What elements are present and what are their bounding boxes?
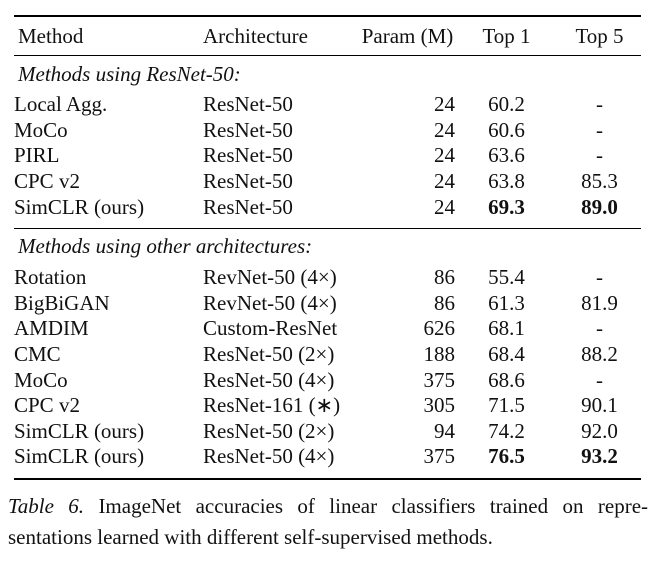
architecture-cell: ResNet-50 (4×): [203, 444, 335, 469]
method-cell: SimCLR (ours): [14, 444, 145, 469]
top5-cell: 85.3: [581, 169, 618, 194]
method-cell: PIRL: [14, 143, 60, 168]
method-cell: CMC: [14, 342, 61, 367]
caption-line-2: sentations learned with different self-s…: [8, 522, 648, 553]
param-cell: 24: [434, 92, 455, 117]
table-row: CPC v2 ResNet-50 24 63.8 85.3: [14, 169, 641, 195]
column-header-architecture: Architecture: [203, 23, 308, 48]
caption-label: Table 6.: [8, 494, 85, 518]
results-table: Method Architecture Param (M) Top 1 Top …: [14, 15, 641, 480]
top5-cell: 90.1: [581, 393, 618, 418]
table-row: Rotation RevNet-50 (4×) 86 55.4 -: [14, 265, 641, 291]
architecture-cell: RevNet-50 (4×): [203, 290, 337, 315]
architecture-cell: ResNet-50 (2×): [203, 342, 335, 367]
table-row: MoCo ResNet-50 (4×) 375 68.6 -: [14, 367, 641, 393]
top5-cell: -: [596, 367, 603, 392]
method-cell: Rotation: [14, 265, 87, 290]
top5-cell: -: [596, 92, 603, 117]
table-row: SimCLR (ours) ResNet-50 (2×) 94 74.2 92.0: [14, 419, 641, 445]
column-header-top1: Top 1: [482, 23, 531, 48]
architecture-cell: ResNet-50: [203, 117, 293, 142]
method-cell: CPC v2: [14, 393, 80, 418]
architecture-cell: ResNet-50: [203, 169, 293, 194]
top1-cell: 60.2: [488, 92, 525, 117]
param-cell: 94: [434, 418, 455, 443]
top1-cell: 76.5: [488, 444, 525, 469]
column-header-method: Method: [18, 23, 84, 48]
column-header-param: Param (M): [361, 23, 454, 48]
section-header-row: Methods using other architectures:: [14, 228, 641, 265]
table-header: Method Architecture Param (M) Top 1 Top …: [14, 16, 641, 56]
top1-cell: 63.8: [488, 169, 525, 194]
method-cell: Local Agg.: [14, 92, 108, 117]
top1-cell: 68.1: [488, 316, 525, 341]
top5-cell: -: [596, 265, 603, 290]
top5-cell: 81.9: [581, 290, 618, 315]
top1-cell: 55.4: [488, 265, 525, 290]
top5-cell: 93.2: [581, 444, 618, 469]
method-cell: CPC v2: [14, 169, 80, 194]
header-row: Method Architecture Param (M) Top 1 Top …: [14, 16, 641, 56]
param-cell: 24: [434, 194, 455, 219]
method-cell: SimCLR (ours): [14, 418, 145, 443]
top5-cell: 88.2: [581, 342, 618, 367]
top1-cell: 63.6: [488, 143, 525, 168]
top5-cell: -: [596, 117, 603, 142]
method-cell: BigBiGAN: [14, 290, 110, 315]
param-cell: 626: [423, 316, 456, 341]
param-cell: 375: [423, 367, 456, 392]
architecture-cell: ResNet-50: [203, 92, 293, 117]
param-cell: 24: [434, 117, 455, 142]
method-cell: AMDIM: [14, 316, 89, 341]
table-row: AMDIM Custom-ResNet 626 68.1 -: [14, 316, 641, 342]
table-body: Methods using ResNet-50: Local Agg. ResNet…: [14, 56, 641, 479]
top5-cell: -: [596, 143, 603, 168]
column-header-top5: Top 5: [575, 23, 624, 48]
param-cell: 86: [434, 265, 455, 290]
table-row: SimCLR (ours) ResNet-50 (4×) 375 76.5 93.2: [14, 444, 641, 479]
param-cell: 86: [434, 290, 455, 315]
top1-cell: 61.3: [488, 290, 525, 315]
top1-cell: 68.4: [488, 342, 525, 367]
table-row: CMC ResNet-50 (2×) 188 68.4 88.2: [14, 342, 641, 368]
table-row: BigBiGAN RevNet-50 (4×) 86 61.3 81.9: [14, 291, 641, 317]
architecture-cell: ResNet-161 (∗): [203, 393, 341, 418]
param-cell: 188: [423, 342, 456, 367]
table-row: SimCLR (ours) ResNet-50 24 69.3 89.0: [14, 194, 641, 228]
section-label: Methods using ResNet-50:: [18, 61, 241, 86]
table-row: MoCo ResNet-50 24 60.6 -: [14, 118, 641, 144]
param-cell: 375: [423, 444, 456, 469]
table-row: PIRL ResNet-50 24 63.6 -: [14, 143, 641, 169]
method-cell: MoCo: [14, 367, 68, 392]
param-cell: 305: [423, 393, 456, 418]
architecture-cell: ResNet-50 (4×): [203, 367, 335, 392]
param-cell: 24: [434, 169, 455, 194]
method-cell: MoCo: [14, 117, 68, 142]
top1-cell: 68.6: [488, 367, 525, 392]
results-table-wrap: Method Architecture Param (M) Top 1 Top …: [14, 15, 641, 480]
architecture-cell: ResNet-50: [203, 143, 293, 168]
caption-line-1: Table 6. ImageNet accuracies of linear c…: [8, 491, 648, 522]
top5-cell: 89.0: [581, 194, 618, 219]
architecture-cell: ResNet-50 (2×): [203, 418, 335, 443]
architecture-cell: Custom-ResNet: [203, 316, 338, 341]
caption-text-1: ImageNet accuracies of linear classifier…: [98, 494, 649, 518]
architecture-cell: ResNet-50: [203, 194, 293, 219]
table-caption: Table 6. ImageNet accuracies of linear c…: [8, 491, 648, 553]
top1-cell: 74.2: [488, 418, 525, 443]
caption-text-2: sentations learned with different self-s…: [8, 525, 493, 549]
section-label: Methods using other architectures:: [18, 234, 313, 259]
param-cell: 24: [434, 143, 455, 168]
top5-cell: -: [596, 316, 603, 341]
top1-cell: 69.3: [488, 194, 525, 219]
top5-cell: 92.0: [581, 418, 618, 443]
top1-cell: 60.6: [488, 117, 525, 142]
architecture-cell: RevNet-50 (4×): [203, 265, 337, 290]
section-header-row: Methods using ResNet-50:: [14, 56, 641, 93]
table-row: Local Agg. ResNet-50 24 60.2 -: [14, 92, 641, 118]
top1-cell: 71.5: [488, 393, 525, 418]
method-cell: SimCLR (ours): [14, 194, 145, 219]
table-row: CPC v2 ResNet-161 (∗) 305 71.5 90.1: [14, 393, 641, 419]
